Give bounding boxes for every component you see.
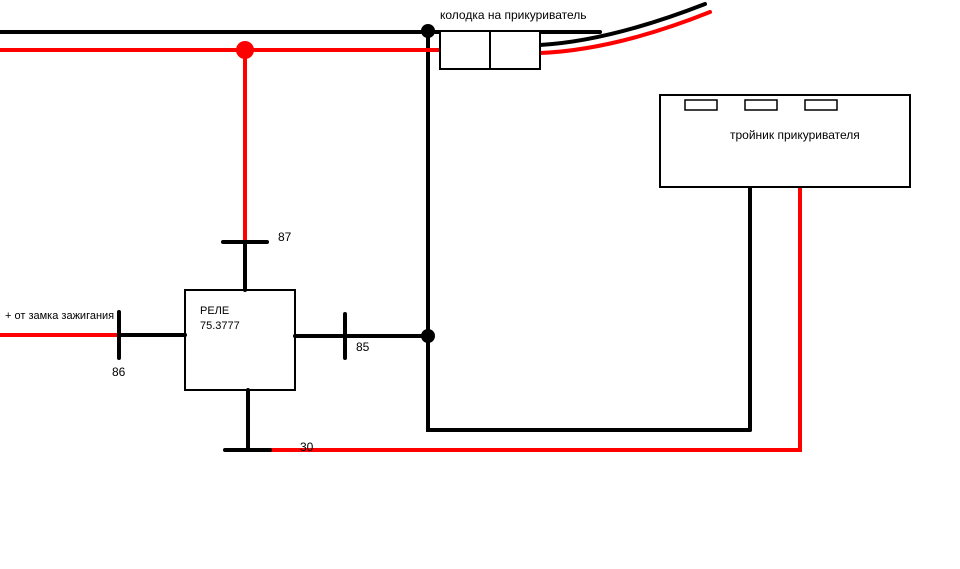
label-pin86: 86 — [112, 365, 125, 379]
wire-black — [428, 32, 750, 430]
label-ignition: + от замка зажигания — [5, 310, 114, 322]
label-pin30: 30 — [300, 440, 313, 454]
label-relay-line2: 75.3777 — [200, 320, 240, 332]
label-pin85: 85 — [356, 340, 369, 354]
junction-dot — [236, 41, 254, 59]
wiring-diagram — [0, 0, 960, 569]
label-connector-top: колодка на прикуриватель — [440, 8, 587, 22]
label-pin87: 87 — [278, 230, 291, 244]
wire-red — [248, 187, 800, 450]
junction-dot — [421, 329, 435, 343]
label-splitter: тройник прикуривателя — [730, 128, 860, 142]
label-relay-line1: РЕЛЕ — [200, 305, 229, 317]
junction-dot — [421, 24, 435, 38]
